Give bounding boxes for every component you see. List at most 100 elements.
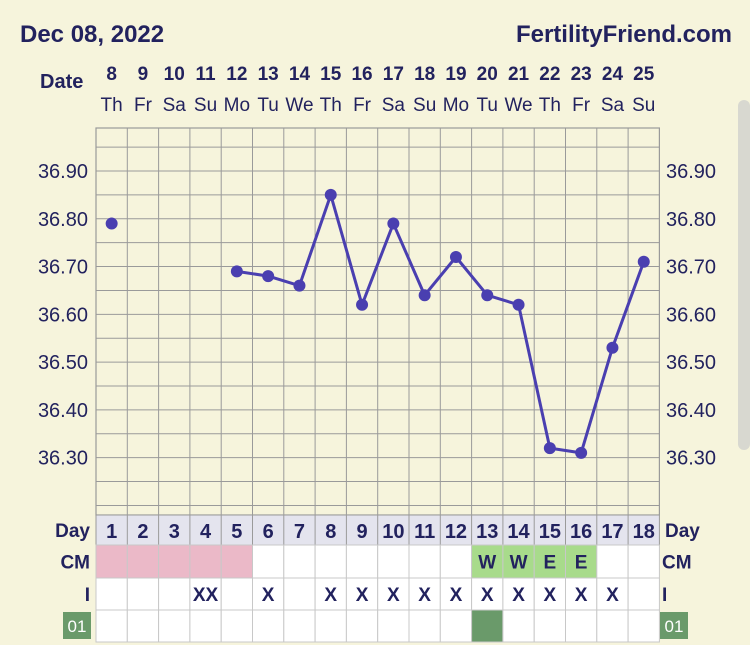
table-cell[interactable] xyxy=(627,544,660,579)
marker-cell[interactable] xyxy=(252,609,285,643)
temperature-point[interactable] xyxy=(293,279,306,292)
weekday-label: Sa xyxy=(601,95,625,116)
temperature-point[interactable] xyxy=(637,255,650,268)
cycle-day-number: 14 xyxy=(507,521,530,543)
table-cell[interactable] xyxy=(533,577,567,611)
marker-cell[interactable] xyxy=(95,609,128,643)
marker-cell[interactable] xyxy=(314,609,347,643)
cycle-day-number: 13 xyxy=(476,521,498,543)
cell-entry: X xyxy=(575,585,588,606)
temperature-point[interactable] xyxy=(418,289,431,302)
table-cell[interactable] xyxy=(345,577,379,611)
temperature-point[interactable] xyxy=(262,270,275,283)
cycle-day-number: 15 xyxy=(539,521,561,543)
temperature-point[interactable] xyxy=(230,265,243,278)
table-cell[interactable] xyxy=(377,577,410,611)
table-cell[interactable] xyxy=(596,544,629,579)
cycle-day-number: 7 xyxy=(294,521,305,543)
y-tick-left: 36.90 xyxy=(38,161,88,183)
date-number: 24 xyxy=(602,64,624,85)
tag-text-right: 01 xyxy=(665,617,684,636)
marker-cell[interactable] xyxy=(189,609,222,643)
temperature-point[interactable] xyxy=(324,188,337,201)
marker-cell[interactable] xyxy=(565,609,598,643)
row-label-right: I xyxy=(662,585,667,606)
temperature-point[interactable] xyxy=(543,442,556,455)
weekday-label: We xyxy=(285,95,313,116)
temperature-point[interactable] xyxy=(481,289,494,302)
marker-cell[interactable] xyxy=(596,609,629,643)
table-cell[interactable] xyxy=(220,544,253,579)
marker-cell[interactable] xyxy=(283,609,316,643)
temperature-point[interactable] xyxy=(105,217,118,230)
table-cell[interactable] xyxy=(95,544,128,579)
marker-cell[interactable] xyxy=(533,609,567,643)
temperature-point[interactable] xyxy=(575,446,588,459)
table-cell[interactable] xyxy=(439,544,473,579)
table-cell[interactable] xyxy=(252,544,285,579)
table-cell[interactable] xyxy=(596,577,629,611)
y-tick-right: 36.40 xyxy=(666,400,716,422)
table-cell[interactable] xyxy=(158,577,191,611)
table-cell[interactable] xyxy=(126,577,160,611)
cell-entry: E xyxy=(575,553,588,574)
row-label-right: CM xyxy=(662,553,692,574)
cell-entry: W xyxy=(510,553,528,574)
cell-entry: X xyxy=(481,585,494,606)
table-cell[interactable] xyxy=(126,544,160,579)
y-tick-right: 36.90 xyxy=(666,161,716,183)
cycle-day-number: 5 xyxy=(231,521,242,543)
marker-cell[interactable] xyxy=(377,609,410,643)
temperature-point[interactable] xyxy=(449,251,462,263)
marker-cell[interactable] xyxy=(627,609,660,643)
weekday-label: Fr xyxy=(353,95,372,116)
date-number: 17 xyxy=(383,64,404,85)
table-cell[interactable] xyxy=(377,544,410,579)
table-cell[interactable] xyxy=(220,577,253,611)
table-cell[interactable] xyxy=(283,544,316,579)
marker-cell[interactable] xyxy=(408,609,441,643)
cycle-day-number: 1 xyxy=(106,521,117,543)
y-tick-left: 36.80 xyxy=(38,209,88,231)
date-number: 18 xyxy=(414,64,435,85)
table-cell[interactable] xyxy=(502,577,535,611)
y-tick-right: 36.60 xyxy=(666,304,716,326)
table-cell[interactable] xyxy=(408,577,441,611)
table-cell[interactable] xyxy=(95,577,128,611)
marker-cell[interactable] xyxy=(439,609,473,643)
temperature-point[interactable] xyxy=(356,298,369,311)
temperature-point[interactable] xyxy=(606,341,619,354)
marker-cell[interactable] xyxy=(502,609,535,643)
row-label-left: CM xyxy=(60,553,90,574)
date-number: 11 xyxy=(196,64,217,85)
temperature-point[interactable] xyxy=(387,217,400,230)
date-number: 9 xyxy=(138,64,149,85)
table-cell[interactable] xyxy=(189,544,222,579)
cycle-day-number: 16 xyxy=(570,521,592,543)
marker-cell[interactable] xyxy=(126,609,160,643)
table-cell[interactable] xyxy=(627,577,660,611)
scrollbar[interactable] xyxy=(738,100,750,450)
table-cell[interactable] xyxy=(314,544,347,579)
date-header: 8 Th 9 Fr 10 Sa 11 Su 12 Mo 13 Tu 14 We 15 Th 16 Fr 17 Sa 18… xyxy=(101,64,656,116)
date-number: 21 xyxy=(508,64,530,85)
y-tick-right: 36.30 xyxy=(666,448,716,470)
table-cell[interactable] xyxy=(345,544,379,579)
marker-cell[interactable] xyxy=(345,609,379,643)
weekday-label: Fr xyxy=(572,95,591,116)
marker-cell[interactable] xyxy=(158,609,191,643)
cell-entry: X xyxy=(512,585,525,606)
cycle-day-number: 9 xyxy=(356,521,367,543)
cycle-day-number: 11 xyxy=(414,521,435,543)
cell-entry: XX xyxy=(193,585,219,606)
marker-cell[interactable] xyxy=(220,609,253,643)
weekday-label: Tu xyxy=(257,95,278,116)
y-tick-left: 36.60 xyxy=(38,304,88,326)
table-cell[interactable] xyxy=(283,577,316,611)
temperature-point[interactable] xyxy=(512,298,525,311)
weekday-label: Th xyxy=(101,95,123,116)
table-cell[interactable] xyxy=(408,544,441,579)
marker-cell[interactable] xyxy=(471,609,504,643)
table-cell[interactable] xyxy=(158,544,191,579)
